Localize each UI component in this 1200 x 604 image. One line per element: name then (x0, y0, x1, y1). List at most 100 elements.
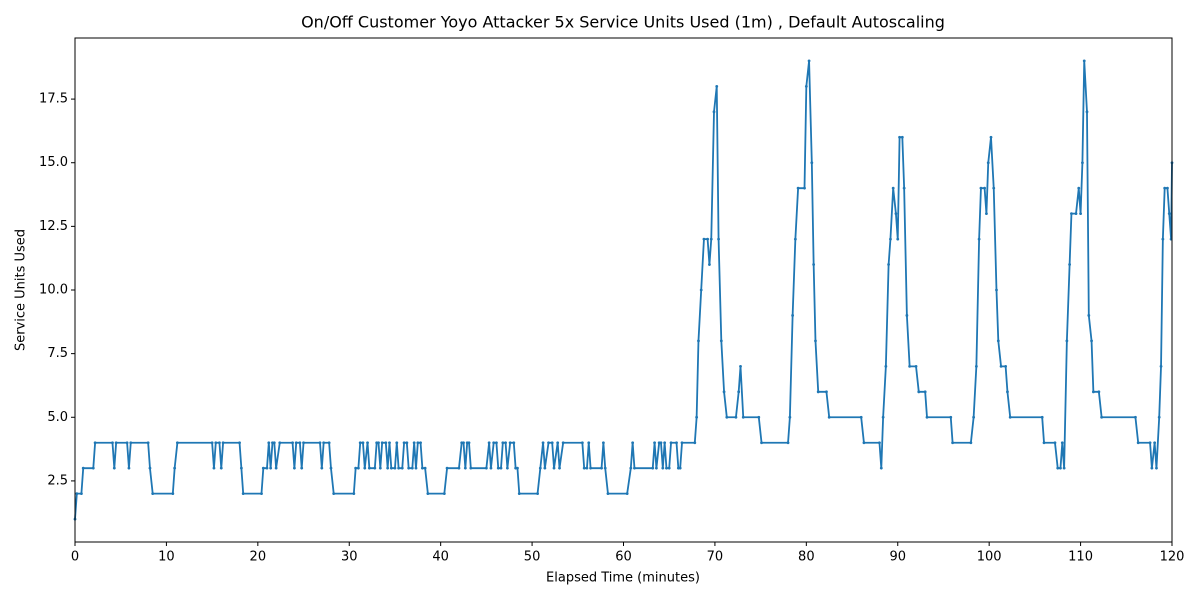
data-point (1056, 466, 1060, 470)
data-point (601, 441, 605, 445)
data-point (1004, 364, 1008, 368)
data-point (891, 186, 895, 190)
data-point (363, 466, 367, 470)
data-point (695, 415, 699, 419)
data-point (356, 466, 360, 470)
data-point (112, 466, 116, 470)
data-point (129, 441, 133, 445)
x-axis-label: Elapsed Time (minutes) (546, 571, 700, 586)
data-point (361, 441, 365, 445)
data-point (1059, 466, 1062, 470)
x-tick-label: 30 (341, 550, 358, 565)
data-point (708, 263, 711, 266)
data-point (393, 466, 397, 470)
data-point (327, 441, 331, 445)
data-point (1157, 415, 1161, 419)
data-point (1060, 441, 1064, 445)
data-point (659, 441, 663, 445)
x-tick-label: 80 (798, 550, 815, 565)
data-point (715, 84, 719, 88)
data-point (1136, 441, 1140, 445)
data-point (504, 441, 507, 445)
data-point (900, 135, 904, 139)
data-point (977, 237, 981, 241)
data-point (1042, 441, 1046, 445)
data-point (274, 466, 278, 470)
data-point (377, 441, 380, 445)
x-tick-label: 120 (1160, 550, 1185, 565)
data-point (739, 364, 742, 368)
data-point (879, 466, 883, 470)
data-point (737, 390, 741, 394)
data-point (925, 415, 929, 419)
data-point (175, 441, 179, 445)
data-point (267, 441, 271, 445)
data-point (974, 364, 978, 368)
data-point (1091, 390, 1095, 394)
data-point (91, 466, 95, 470)
data-point (388, 441, 391, 445)
data-point (996, 339, 1000, 343)
data-point (884, 364, 888, 368)
y-tick-label: 7.5 (47, 346, 68, 361)
data-point (699, 288, 703, 292)
data-point (400, 466, 404, 470)
data-point (862, 441, 866, 445)
data-point (407, 466, 411, 470)
data-point (629, 466, 633, 470)
data-point (1150, 466, 1154, 470)
data-point (878, 441, 881, 445)
data-point (793, 237, 797, 241)
data-point (812, 263, 816, 266)
x-tick-label: 0 (71, 550, 79, 565)
data-point (445, 466, 449, 470)
data-point (827, 415, 831, 419)
data-point (457, 466, 461, 470)
data-point (734, 415, 738, 419)
data-point (402, 441, 406, 445)
data-point (663, 441, 667, 445)
data-point (423, 466, 427, 470)
data-point (492, 441, 496, 445)
data-point (917, 390, 921, 394)
data-point (667, 466, 671, 470)
data-point (1053, 441, 1057, 445)
plot-frame (74, 37, 1173, 543)
data-point (825, 390, 828, 394)
y-tick-label: 10.0 (39, 283, 68, 298)
data-point (600, 466, 603, 470)
data-point (1155, 466, 1158, 470)
data-point (1074, 212, 1078, 216)
data-point (93, 441, 97, 445)
data-point (543, 466, 547, 470)
data-point (680, 441, 684, 445)
x-tick-label: 70 (707, 550, 724, 565)
data-point (556, 441, 560, 445)
data-point (719, 339, 723, 343)
data-point (725, 415, 729, 419)
data-point (631, 441, 635, 445)
data-point (669, 441, 673, 445)
data-point (291, 441, 294, 445)
data-point (410, 466, 414, 470)
data-point (367, 466, 371, 470)
data-point (210, 441, 214, 445)
data-point (512, 441, 516, 445)
data-point (791, 314, 795, 317)
x-tick-label: 110 (1068, 550, 1093, 565)
data-point (79, 492, 83, 496)
data-point (889, 237, 892, 241)
data-point (995, 288, 998, 292)
data-point (706, 237, 710, 241)
data-point (558, 466, 561, 470)
data-point (709, 237, 713, 241)
data-point (332, 492, 336, 496)
data-point (405, 441, 409, 445)
data-point (239, 466, 243, 470)
y-axis-label: Service Units Used (14, 229, 29, 351)
data-point (552, 466, 556, 470)
data-point (923, 390, 927, 394)
data-point (1087, 314, 1091, 317)
data-point (420, 466, 424, 470)
x-tick-label: 90 (889, 550, 906, 565)
